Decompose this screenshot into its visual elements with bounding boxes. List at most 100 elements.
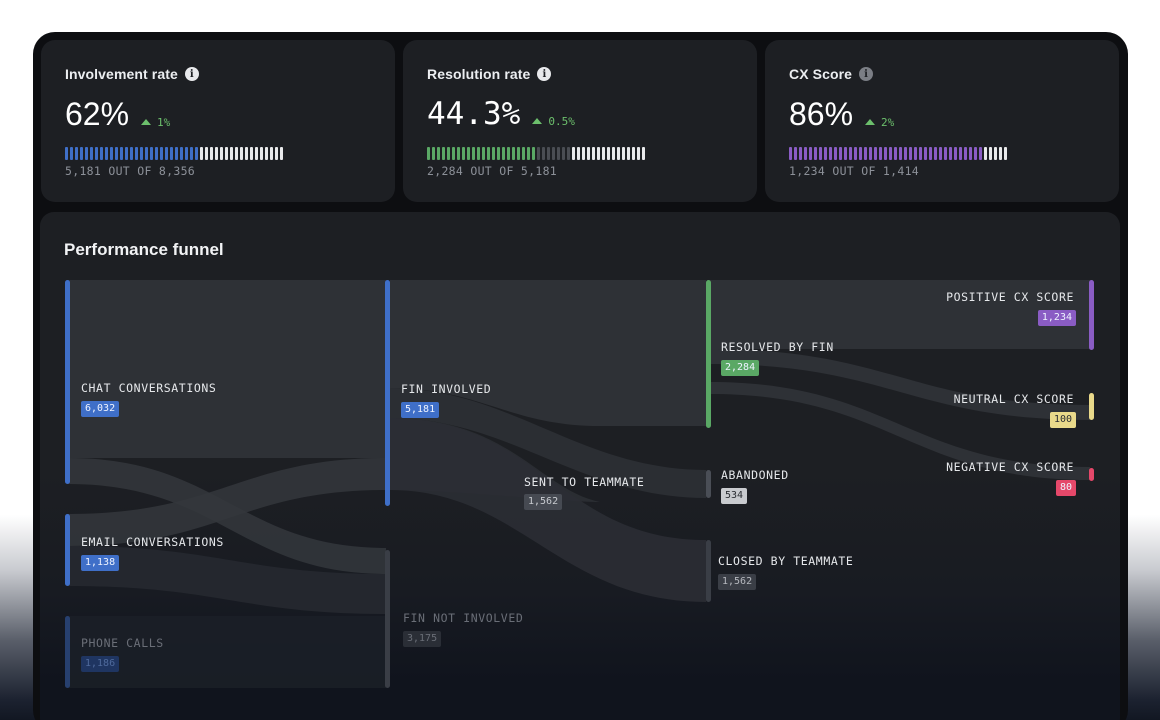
progress-tick	[864, 147, 867, 160]
progress-tick	[215, 147, 218, 160]
flow-resolved-to-negative[interactable]	[710, 382, 1090, 480]
progress-tick	[532, 147, 535, 160]
delta-text: 2%	[881, 115, 895, 129]
progress-tick	[894, 147, 897, 160]
progress-tick	[235, 147, 238, 160]
flow-resolved-to-neutral[interactable]	[710, 349, 1090, 420]
flow-sent-to-closed-by-teammate[interactable]	[390, 418, 706, 602]
node-label-fin-involved: FIN INVOLVED	[401, 382, 492, 396]
progress-tick	[959, 147, 962, 160]
node-bar-fin-not-involved[interactable]	[385, 550, 390, 688]
metric-value-text: 62%	[65, 96, 130, 132]
progress-tick	[904, 147, 907, 160]
card-title: Resolution rate i	[427, 66, 552, 82]
progress-tick	[240, 147, 243, 160]
progress-ticks	[789, 147, 1007, 160]
progress-tick	[225, 147, 228, 160]
metric-subtext: 2,284 OUT OF 5,181	[427, 164, 558, 178]
progress-tick	[849, 147, 852, 160]
progress-tick	[562, 147, 565, 160]
progress-tick	[597, 147, 600, 160]
progress-tick	[250, 147, 253, 160]
progress-tick	[522, 147, 525, 160]
node-label-fin-not-involved: FIN NOT INVOLVED	[403, 611, 524, 625]
delta-text: 1%	[157, 115, 171, 129]
node-bar-neutral[interactable]	[1089, 393, 1094, 420]
progress-tick	[819, 147, 822, 160]
node-bar-phone[interactable]	[65, 616, 70, 688]
progress-tick	[185, 147, 188, 160]
progress-tick	[477, 147, 480, 160]
progress-tick	[507, 147, 510, 160]
progress-tick	[884, 147, 887, 160]
progress-tick	[979, 147, 982, 160]
node-label-resolved-by-fin: RESOLVED BY FIN	[721, 340, 834, 354]
progress-tick	[527, 147, 530, 160]
flow-resolved-to-positive[interactable]	[710, 280, 1090, 349]
progress-tick	[180, 147, 183, 160]
progress-tick	[789, 147, 792, 160]
node-bar-resolved[interactable]	[706, 280, 711, 428]
node-value-negative-cx: 80	[1055, 480, 1076, 496]
delta-indicator: 0.5%	[532, 115, 575, 128]
progress-tick	[929, 147, 932, 160]
node-bar-positive[interactable]	[1089, 280, 1094, 350]
progress-tick	[120, 147, 123, 160]
node-value-positive-cx: 1,234	[1037, 310, 1076, 326]
node-bar-chat[interactable]	[65, 280, 70, 484]
node-value-abandoned: 534	[721, 488, 748, 504]
progress-tick	[919, 147, 922, 160]
info-icon[interactable]: i	[184, 67, 199, 81]
progress-tick	[432, 147, 435, 160]
progress-tick	[567, 147, 570, 160]
progress-tick	[165, 147, 168, 160]
node-label-closed-by-teammate: CLOSED BY TEAMMATE	[718, 554, 854, 568]
card-title-text: CX Score	[789, 66, 853, 82]
progress-tick	[557, 147, 560, 160]
progress-tick	[572, 147, 575, 160]
info-icon[interactable]: i	[537, 67, 552, 81]
flow-chat-to-fin-involved[interactable]	[68, 280, 386, 458]
flow-email-to-fin-not-involved[interactable]	[68, 546, 386, 614]
progress-tick	[492, 147, 495, 160]
progress-tick	[502, 147, 505, 160]
node-label-abandoned: ABANDONED	[721, 468, 789, 482]
delta-indicator: 2%	[865, 116, 894, 129]
node-bar-email[interactable]	[65, 514, 70, 586]
delta-text: 0.5%	[548, 114, 575, 128]
flow-email-to-fin-involved[interactable]	[68, 458, 386, 546]
node-value-email: 1,138	[81, 555, 120, 571]
progress-tick	[607, 147, 610, 160]
progress-tick	[954, 147, 957, 160]
node-value-sent-to-teammate: 1,562	[524, 494, 563, 510]
node-label-positive-cx: POSITIVE CX SCORE	[946, 290, 1074, 304]
node-value-fin-not-involved: 3,175	[403, 631, 442, 647]
node-bar-abandoned[interactable]	[706, 470, 711, 498]
progress-tick	[804, 147, 807, 160]
progress-tick	[457, 147, 460, 160]
flow-phone-to-fin-not-involved[interactable]	[68, 616, 386, 688]
progress-tick	[924, 147, 927, 160]
node-bar-fin-involved[interactable]	[385, 280, 390, 506]
arrow-up-icon	[865, 119, 876, 125]
progress-tick	[944, 147, 947, 160]
node-value-closed-by-teammate: 1,562	[718, 574, 757, 590]
progress-tick	[794, 147, 797, 160]
progress-tick	[175, 147, 178, 160]
info-icon[interactable]: i	[859, 67, 874, 81]
progress-tick	[135, 147, 138, 160]
metric-subtext: 1,234 OUT OF 1,414	[789, 164, 920, 178]
progress-tick	[90, 147, 93, 160]
progress-tick	[999, 147, 1002, 160]
progress-tick	[587, 147, 590, 160]
flow-fin-involved-to-abandoned[interactable]	[390, 388, 706, 498]
progress-tick	[617, 147, 620, 160]
progress-tick	[80, 147, 83, 160]
node-bar-negative[interactable]	[1089, 468, 1094, 481]
progress-tick	[859, 147, 862, 160]
flow-fin-involved-to-resolved[interactable]	[390, 280, 706, 426]
progress-tick	[462, 147, 465, 160]
progress-tick	[517, 147, 520, 160]
node-bar-closed-by-teammate[interactable]	[706, 540, 711, 602]
progress-tick	[829, 147, 832, 160]
